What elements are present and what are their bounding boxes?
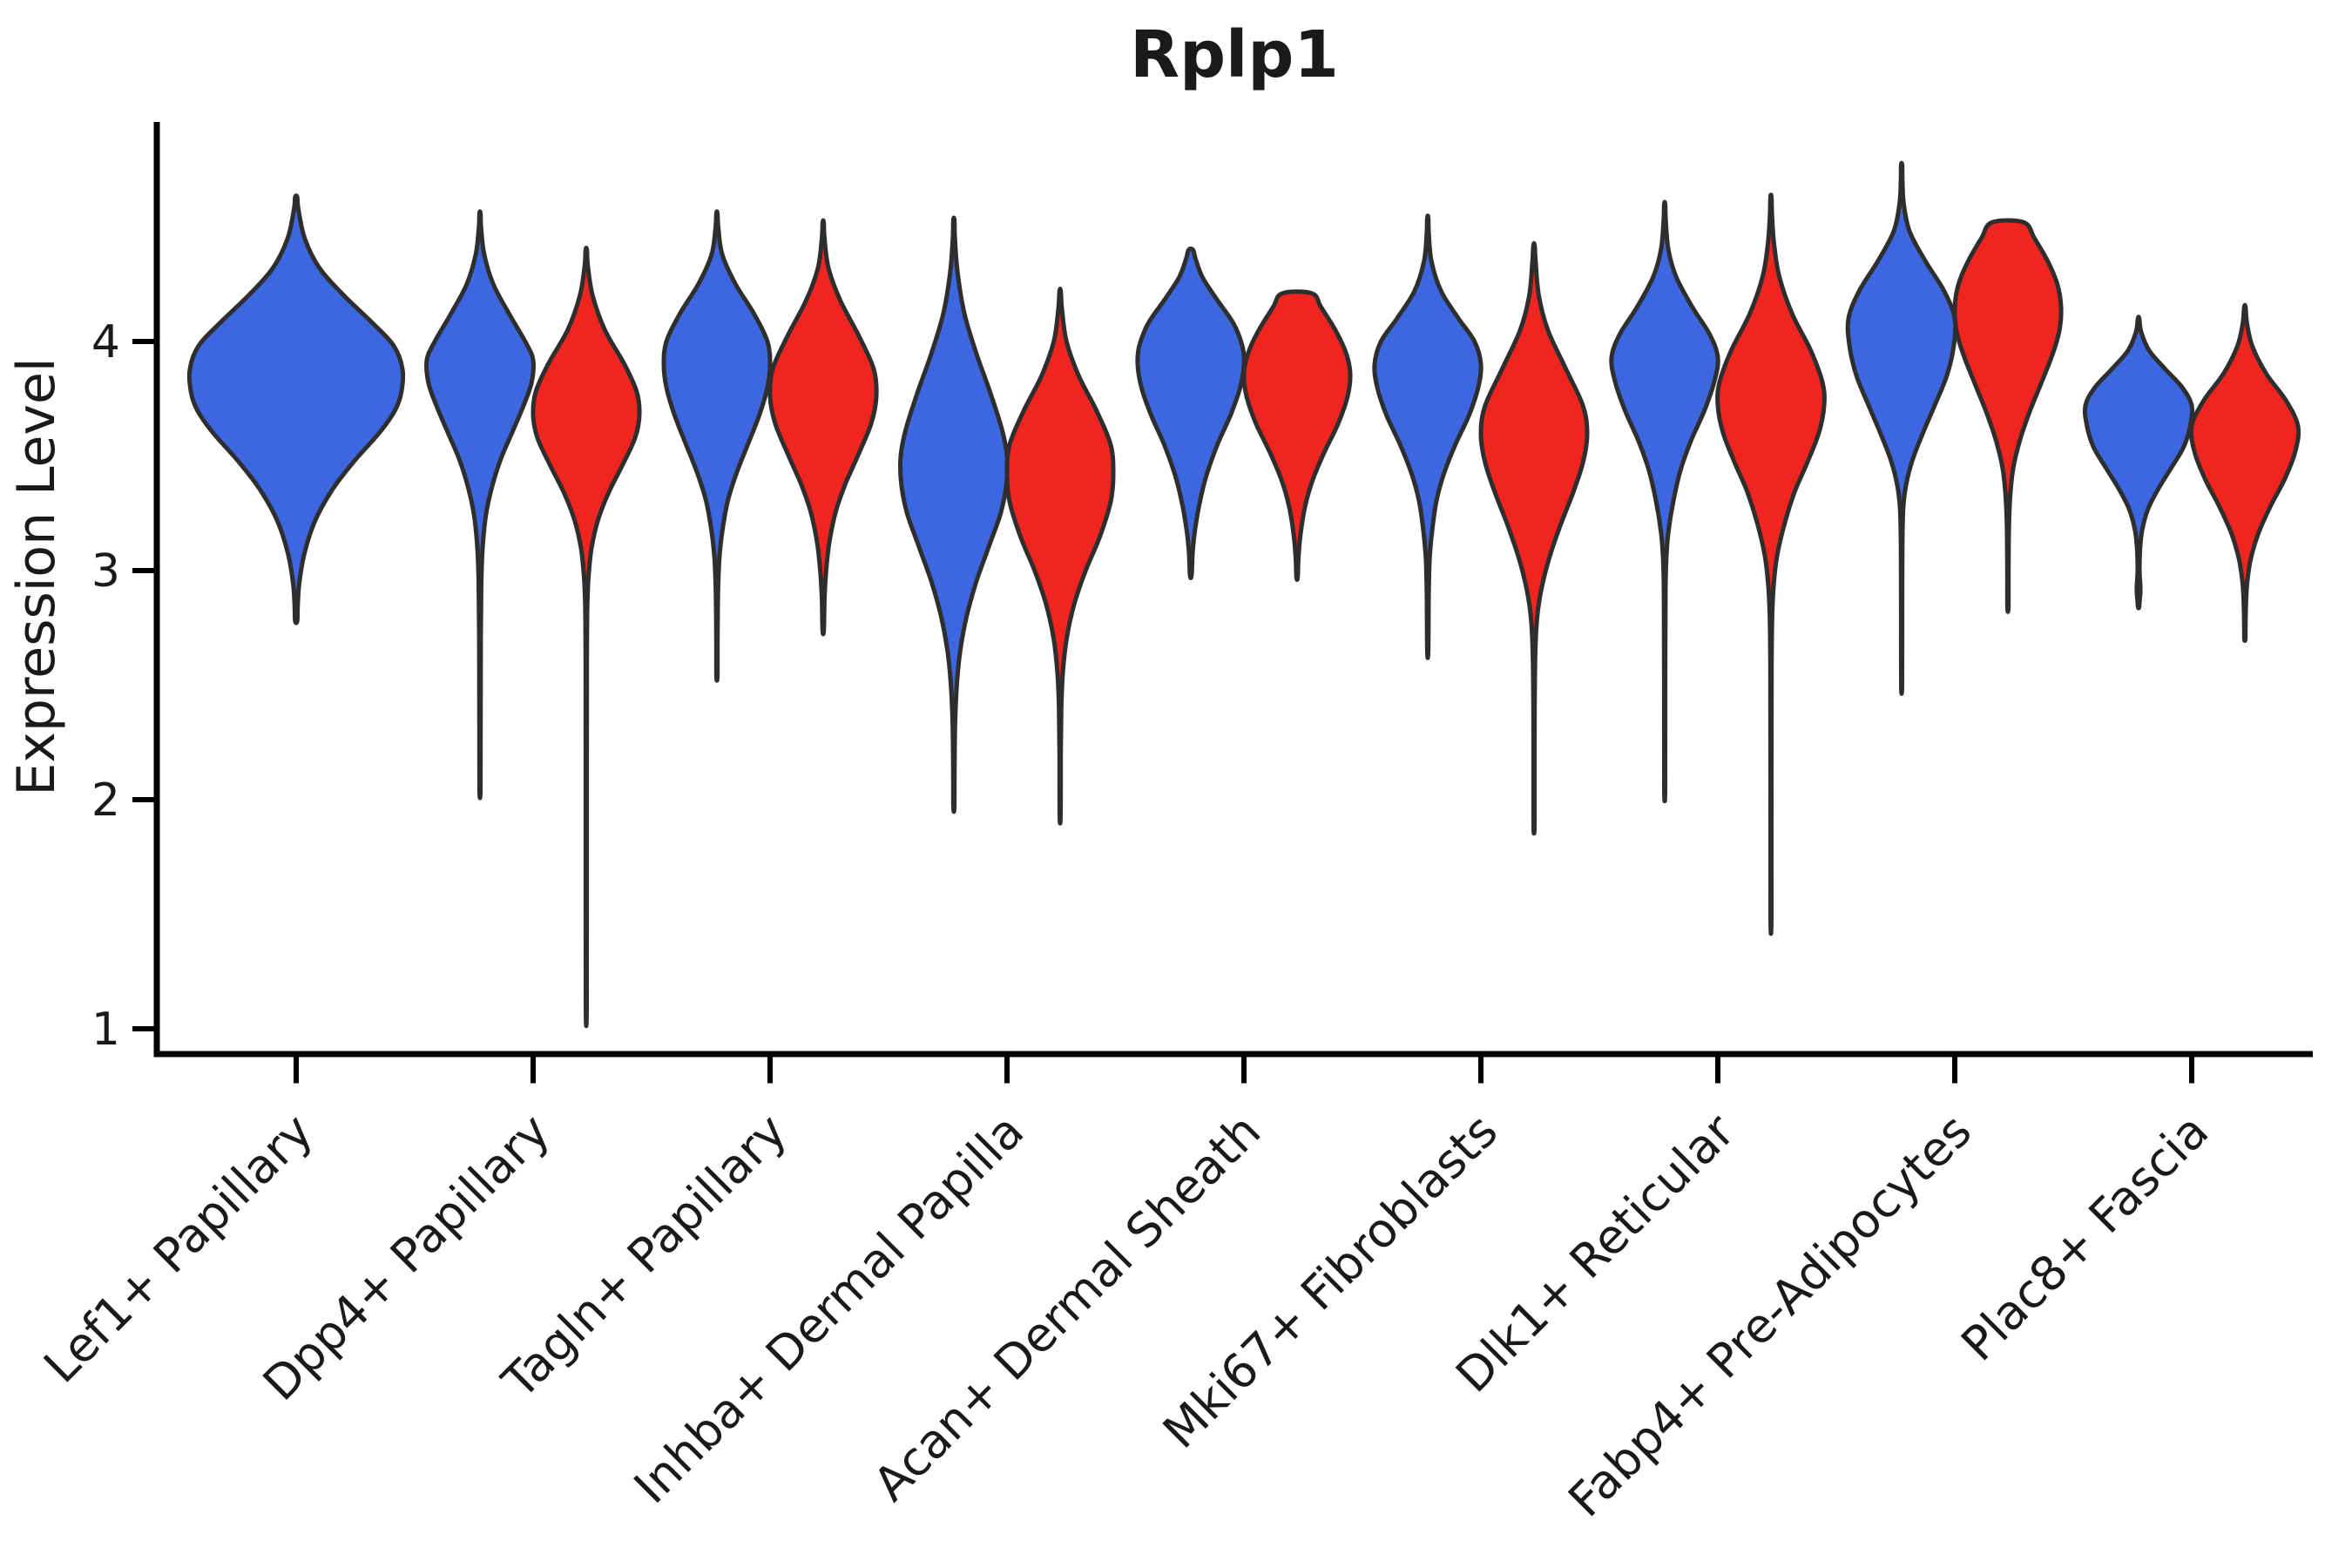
violin-inhba-blue xyxy=(897,215,1010,814)
violin-lef1-blue xyxy=(186,193,406,625)
x-tick-label-inhba: Inhba+ Dermal Papilla xyxy=(624,1104,1034,1514)
x-tick-label-acan: Acan+ Dermal Sheath xyxy=(863,1104,1271,1511)
violins-layer xyxy=(186,160,2301,1029)
violin-fabp4-blue xyxy=(1845,160,1958,696)
violin-acan-red xyxy=(1241,289,1353,583)
y-axis-label: Expression Level xyxy=(6,357,67,795)
y-tick-label-3: 3 xyxy=(91,545,120,598)
violin-tagln-red xyxy=(767,218,879,637)
x-tick-label-fabp4: Fabp4+ Pre-Adipocytes xyxy=(1558,1104,1982,1528)
violin-fabp4-red xyxy=(1952,218,2064,614)
violin-plac8-blue xyxy=(2082,314,2195,611)
violin-plac8-red xyxy=(2188,302,2301,644)
violin-inhba-red xyxy=(1004,286,1116,826)
axes-layer xyxy=(132,122,2313,1084)
y-tick-label-1: 1 xyxy=(91,1004,120,1056)
violin-tagln-blue xyxy=(661,209,773,683)
y-tick-label-4: 4 xyxy=(91,316,120,368)
violin-dpp4-red xyxy=(531,245,642,1029)
y-tick-label-2: 2 xyxy=(91,774,120,827)
violin-acan-blue xyxy=(1135,246,1247,581)
x-tick-label-plac8: Plac8+ Fascia xyxy=(1950,1104,2219,1372)
violin-dlk1-blue xyxy=(1609,199,1720,804)
violin-dlk1-red xyxy=(1715,193,1827,936)
violin-mki67-red xyxy=(1478,240,1590,836)
violin-dpp4-blue xyxy=(424,209,536,801)
violin-mki67-blue xyxy=(1372,213,1484,660)
chart-title: Rplp1 xyxy=(1130,17,1339,92)
y-tick-labels: 4 3 2 1 xyxy=(91,316,120,1056)
